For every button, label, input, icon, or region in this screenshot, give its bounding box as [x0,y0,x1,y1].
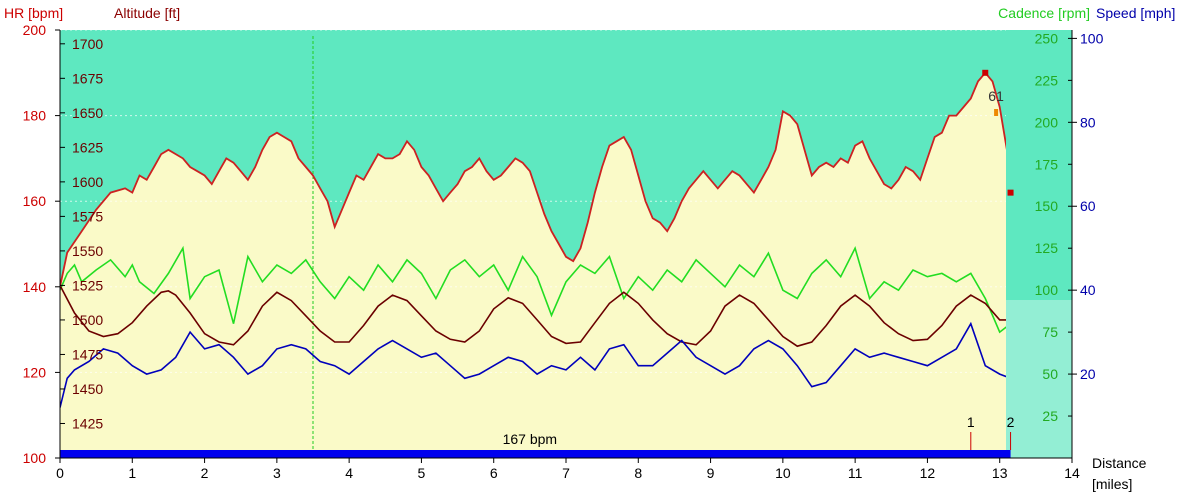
hr-axis-title: HR [bpm] [4,5,63,21]
cadence-tick-label: 100 [1035,282,1059,298]
cadence-axis-ticks: 25 50 75 100 125 150 175 200 225 250 [1035,30,1072,424]
altitude-tick-label: 1475 [72,346,103,362]
x-tick-label: 7 [562,465,570,481]
hr-area [60,72,1006,458]
x-tick-label: 8 [634,465,642,481]
hr-tick-label: 120 [23,364,47,380]
hr-tick-label: 180 [23,108,47,124]
speed-tick-label: 20 [1080,366,1096,382]
speed-tick-label: 60 [1080,198,1096,214]
top-label-marker [994,109,999,116]
cadence-tick-label: 50 [1042,366,1058,382]
hr-tick-label: 160 [23,193,47,209]
x-tick-label: 1 [128,465,136,481]
hr-bar [60,450,1011,458]
altitude-tick-label: 1550 [72,243,103,259]
hr-bar-label: 167 bpm [503,431,557,447]
altitude-tick-label: 1600 [72,174,103,190]
x-tick-label: 2 [201,465,209,481]
hr-line [60,71,1006,287]
cadence-tick-label: 225 [1035,72,1059,88]
altitude-tick-label: 1525 [72,277,103,293]
x-tick-label: 10 [775,465,791,481]
cadence-line [60,245,1006,334]
cadence-tick-label: 25 [1042,408,1058,424]
altitude-tick-label: 1450 [72,381,103,397]
speed-tick-label: 100 [1080,30,1104,46]
cadence-tick-label: 125 [1035,240,1059,256]
hr-tick-label: 100 [23,450,47,466]
altitude-tick-label: 1650 [72,105,103,121]
lap-marker-2: 2 [1007,414,1015,430]
speed-axis-ticks: 20 40 60 80 100 [1072,30,1104,382]
hr-peak-marker [982,69,989,76]
x-axis-ticks: 0 1 2 3 4 5 6 7 8 9 10 11 12 13 14 [56,458,1080,481]
top-label: 61 [988,88,1004,104]
x-axis-title-unit: [miles] [1092,476,1132,492]
altitude-line [60,285,1006,348]
hr-tick-label: 200 [23,22,47,38]
x-tick-label: 14 [1064,465,1080,481]
cadence-tick-label: 175 [1035,156,1059,172]
x-tick-label: 12 [920,465,936,481]
x-tick-label: 4 [345,465,353,481]
altitude-tick-label: 1575 [72,208,103,224]
altitude-axis-ticks: 1425 1450 1475 1500 1525 1550 1575 1600 1625 1650… [60,36,103,431]
cadence-tick-label: 75 [1042,324,1058,340]
hr-axis-ticks: 100 120 140 160 180 200 [23,22,60,466]
altitude-tick-label: 1625 [72,139,103,155]
hr-tick-label: 140 [23,279,47,295]
speed-tick-label: 40 [1080,282,1096,298]
x-tick-label: 6 [490,465,498,481]
speed-line [60,321,1006,408]
altitude-tick-label: 1700 [72,36,103,52]
cadence-tick-label: 250 [1035,30,1059,46]
hr-end-marker [1007,189,1014,196]
altitude-tick-label: 1425 [72,415,103,431]
x-axis-title: Distance [1092,455,1147,471]
cadence-tick-label: 150 [1035,198,1059,214]
cadence-axis-title: Cadence [rpm] [998,5,1090,21]
cadence-tick-label: 200 [1035,114,1059,130]
speed-tick-label: 80 [1080,114,1096,130]
x-tick-label: 13 [992,465,1008,481]
altitude-tick-label: 1675 [72,70,103,86]
x-tick-label: 11 [848,465,863,481]
x-tick-label: 3 [273,465,281,481]
altitude-axis-title: Altitude [ft] [114,5,180,21]
x-tick-label: 0 [56,465,64,481]
x-tick-label: 5 [418,465,426,481]
plot-background-right-lower [1006,300,1072,458]
speed-axis-title: Speed [mph] [1096,5,1175,21]
lap-marker-1: 1 [967,414,975,430]
altitude-tick-label: 1500 [72,312,103,328]
x-tick-label: 9 [707,465,715,481]
